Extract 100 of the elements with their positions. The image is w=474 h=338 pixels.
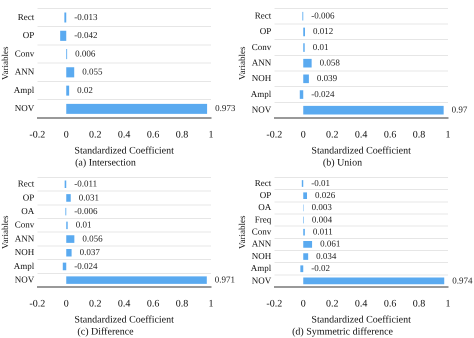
y-tick-label: Ampl: [14, 84, 35, 95]
bar: [303, 192, 308, 200]
x-tick-label: 0.8: [412, 130, 426, 141]
x-tick-label: -0.2: [266, 298, 282, 310]
y-tick-label: Conv: [252, 42, 272, 52]
data-label: 0.037: [80, 247, 100, 258]
x-tick-label: 0.6: [384, 298, 396, 310]
y-tick-label: Rect: [254, 178, 272, 188]
data-label: 0.006: [75, 48, 96, 58]
data-label: 0.97: [452, 104, 468, 115]
x-axis-title: Standardized Coefficient: [74, 146, 174, 157]
x-axis-title: Standardized Coefficient: [311, 146, 412, 157]
y-tick-label: NOV: [14, 274, 35, 285]
bar: [60, 30, 66, 41]
data-label: 0.011: [312, 226, 333, 237]
data-label: 0.012: [312, 26, 334, 36]
x-tick-label: 0: [64, 130, 69, 141]
y-tick-label: NOV: [252, 275, 272, 286]
x-tick-label: 0.6: [146, 298, 160, 310]
data-label: 0.974: [452, 275, 473, 286]
x-tick-label: -0.2: [266, 130, 282, 141]
y-tick-label: OP: [22, 30, 34, 40]
x-tick-label: 0.2: [326, 298, 338, 310]
x-tick-label: 0.4: [118, 298, 130, 310]
x-tick-label: -0.2: [29, 298, 46, 310]
y-tick-label: Rect: [18, 178, 35, 189]
text: (c) Difference: [77, 326, 134, 338]
y-tick-label: NOH: [252, 250, 272, 261]
x-tick-label: 0: [300, 130, 306, 141]
y-tick-label: Rect: [18, 12, 35, 22]
y-tick-label: ANN: [252, 58, 272, 68]
data-label: 0.061: [320, 238, 340, 249]
bar: [303, 241, 312, 248]
x-tick-label: 1: [208, 298, 214, 310]
data-label: 0.034: [316, 250, 337, 261]
bar: [300, 90, 304, 99]
y-tick-label: NOV: [252, 104, 272, 115]
bar: [62, 262, 66, 270]
y-tick-label: ANN: [14, 233, 35, 244]
bar: [303, 253, 308, 260]
y-tick-label: OP: [260, 26, 272, 36]
x-axis-title: Standardized Coefficient: [311, 314, 412, 326]
data-label: -0.006: [311, 10, 335, 21]
x-tick-label: 1: [208, 130, 214, 141]
data-label: -0.01: [311, 178, 330, 188]
data-label: 0.055: [82, 66, 103, 77]
data-label: 0.02: [77, 84, 93, 95]
text: (d) Symmetric difference: [292, 326, 394, 338]
y-tick-label: OP: [22, 192, 34, 202]
y-tick-label: Conv: [14, 220, 35, 230]
data-label: -0.02: [311, 263, 330, 274]
bar: [66, 67, 74, 78]
data-label: -0.006: [74, 206, 98, 216]
bar: [66, 276, 207, 284]
x-tick-label: 0.2: [88, 298, 102, 310]
y-tick-label: NOH: [252, 73, 272, 84]
y-axis-title: Variables: [0, 214, 10, 249]
data-label: 0.971: [214, 274, 236, 285]
x-axis-title: Standardized Coefficient: [74, 314, 174, 326]
y-axis-title: Variables: [236, 46, 247, 80]
x-tick-label: -0.2: [29, 130, 46, 141]
x-tick-label: 0.8: [176, 298, 188, 310]
x-tick-label: 0.4: [354, 130, 368, 141]
y-tick-label: NOH: [14, 247, 35, 258]
x-tick-label: 1: [446, 130, 450, 141]
y-tick-label: ANN: [252, 238, 272, 249]
y-tick-label: Conv: [252, 226, 272, 237]
bar: [303, 74, 309, 84]
y-tick-label: NOV: [14, 103, 35, 114]
data-label: 0.01: [76, 220, 92, 230]
y-tick-label: Rect: [254, 10, 272, 21]
data-label: 0.973: [215, 103, 236, 114]
y-tick-label: Freq: [254, 214, 272, 224]
x-tick-label: 0: [300, 298, 306, 310]
bar: [300, 265, 304, 272]
y-tick-label: Conv: [14, 48, 35, 58]
y-tick-label: ANN: [14, 66, 35, 77]
bar: [66, 104, 208, 114]
bar: [303, 106, 444, 114]
y-axis-title: Variables: [0, 46, 10, 80]
data-label: 0.004: [312, 214, 333, 224]
data-label: 0.01: [312, 42, 328, 52]
data-label: 0.058: [320, 58, 340, 68]
y-tick-label: Ampl: [14, 260, 35, 271]
y-tick-label: OA: [258, 202, 272, 212]
x-tick-label: 0.4: [118, 130, 130, 141]
text: (b) Union: [322, 158, 362, 169]
y-axis-title: Variables: [236, 214, 247, 249]
x-tick-label: 0: [64, 298, 69, 310]
data-label: 0.039: [316, 73, 338, 84]
data-label: -0.024: [311, 88, 335, 99]
x-tick-label: 0.6: [384, 130, 396, 141]
data-label: -0.011: [74, 178, 98, 189]
x-tick-label: 0.6: [146, 130, 160, 141]
bar: [66, 248, 72, 257]
y-tick-label: OA: [21, 206, 35, 216]
x-tick-label: 0.8: [412, 298, 426, 310]
bar: [303, 58, 312, 68]
x-tick-label: 0.2: [326, 130, 338, 141]
data-label: 0.003: [312, 202, 332, 212]
